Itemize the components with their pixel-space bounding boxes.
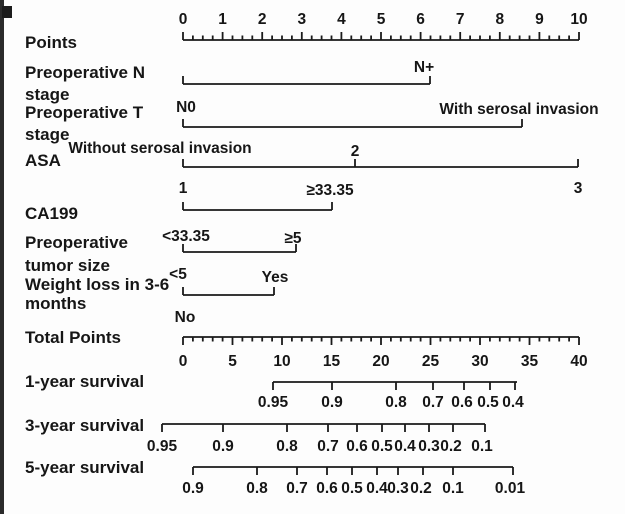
- tick-label: 2: [258, 11, 267, 28]
- tick-label: 5: [228, 353, 237, 370]
- tick-label: 0.2: [410, 480, 432, 497]
- row-label: Preoperative: [25, 233, 128, 252]
- row-label: 1-year survival: [25, 372, 144, 391]
- tick-label: 0.3: [418, 438, 440, 455]
- tick-label: <33.35: [162, 228, 210, 245]
- tick-label: 6: [416, 11, 425, 28]
- row-ca199: CA199 <33.35 ≥33.35: [25, 182, 354, 245]
- tick-label: 0.9: [321, 394, 343, 411]
- row-label: Points: [25, 33, 77, 52]
- tick-label: 0.95: [258, 394, 289, 411]
- row-label: Total Points: [25, 328, 121, 347]
- tick-label: 40: [570, 353, 587, 370]
- tick-label: 0.8: [385, 394, 407, 411]
- tick-label: 35: [521, 353, 539, 370]
- row-label: months: [25, 294, 86, 313]
- row-asa: ASA 1 2 3: [25, 143, 583, 197]
- tick-label: N+: [414, 59, 434, 76]
- tick-label: 4: [337, 11, 346, 28]
- tick-label: 0.5: [477, 394, 499, 411]
- tick-label: ≥5: [284, 230, 302, 247]
- tick-label: 3: [297, 11, 306, 28]
- row-label: CA199: [25, 204, 78, 223]
- tick-label: N0: [176, 99, 196, 116]
- row-preop-tumor-size: Preoperative tumor size <5 ≥5: [25, 230, 302, 283]
- tick-label: 0.7: [422, 394, 444, 411]
- tick-label: 15: [323, 353, 341, 370]
- tick-label: 0.1: [442, 480, 464, 497]
- row-label: 5-year survival: [25, 458, 144, 477]
- tick-label: 10: [570, 11, 587, 28]
- tick-label: 1: [179, 180, 188, 197]
- tick-label: 25: [422, 353, 440, 370]
- tick-label: 0.8: [276, 438, 298, 455]
- row-preop-n-stage: Preoperative N stage N0 N+: [25, 59, 434, 116]
- row-label: stage: [25, 85, 69, 104]
- tick-label: 9: [535, 11, 544, 28]
- row-total-points: Total Points 0 5 10 15 20 25 30 35 40: [25, 328, 588, 370]
- tick-label: No: [175, 309, 196, 326]
- tick-label: 0: [179, 353, 188, 370]
- tick-label: 20: [372, 353, 389, 370]
- tick-label: 0: [179, 11, 188, 28]
- tick-label: 0.7: [286, 480, 308, 497]
- row-survival-1yr: 1-year survival 0.95 0.9 0.8 0.7 0.6 0.5 0.4: [25, 372, 524, 411]
- tick-label: 0.8: [246, 480, 268, 497]
- tick-label: 1: [218, 11, 227, 28]
- scan-edge-mark: [2, 6, 12, 18]
- tick-label: 0.7: [317, 438, 339, 455]
- tick-label: 0.5: [341, 480, 363, 497]
- tick-label: With serosal invasion: [439, 101, 598, 118]
- tick-label: 0.4: [502, 394, 524, 411]
- row-label: Weight loss in 3-6: [25, 275, 169, 294]
- tick-label: 0.4: [394, 438, 416, 455]
- tick-label: 0.6: [346, 438, 368, 455]
- tick-label: 2: [351, 143, 360, 160]
- tick-label: 0.2: [440, 438, 462, 455]
- tick-label: <5: [169, 266, 187, 283]
- tick-label: 0.1: [471, 438, 493, 455]
- tick-label: 10: [273, 353, 290, 370]
- row-label: ASA: [25, 151, 61, 170]
- row-label: Preoperative T: [25, 103, 144, 122]
- tick-label: 3: [574, 180, 583, 197]
- tick-label: 0.6: [316, 480, 338, 497]
- tick-label: ≥33.35: [306, 182, 354, 199]
- tick-label: Without serosal invasion: [68, 140, 251, 157]
- row-label: 3-year survival: [25, 416, 144, 435]
- tick-label: 0.9: [212, 438, 234, 455]
- tick-label: 7: [456, 11, 465, 28]
- tick-label: 30: [471, 353, 488, 370]
- tick-label: 5: [377, 11, 386, 28]
- row-label: tumor size: [25, 256, 110, 275]
- row-label: Preoperative N: [25, 63, 145, 82]
- tick-label: 8: [495, 11, 504, 28]
- tick-label: 0.01: [495, 480, 526, 497]
- scan-edge-mark: [0, 0, 4, 514]
- row-survival-5yr: 5-year survival 0.9 0.8 0.7 0.6 0.5 0.4 0.3 0.2 0…: [25, 458, 525, 497]
- tick-label: 0.9: [182, 480, 204, 497]
- tick-label: Yes: [262, 269, 289, 286]
- tick-label: 0.4: [366, 480, 388, 497]
- row-points: Points 0 1 2 3 4 5 6 7 8 9 10: [25, 11, 588, 52]
- tick-label: 0.5: [371, 438, 393, 455]
- tick-label: 0.95: [147, 438, 178, 455]
- row-label: stage: [25, 125, 69, 144]
- tick-label: 0.3: [387, 480, 409, 497]
- tick-label: 0.6: [451, 394, 473, 411]
